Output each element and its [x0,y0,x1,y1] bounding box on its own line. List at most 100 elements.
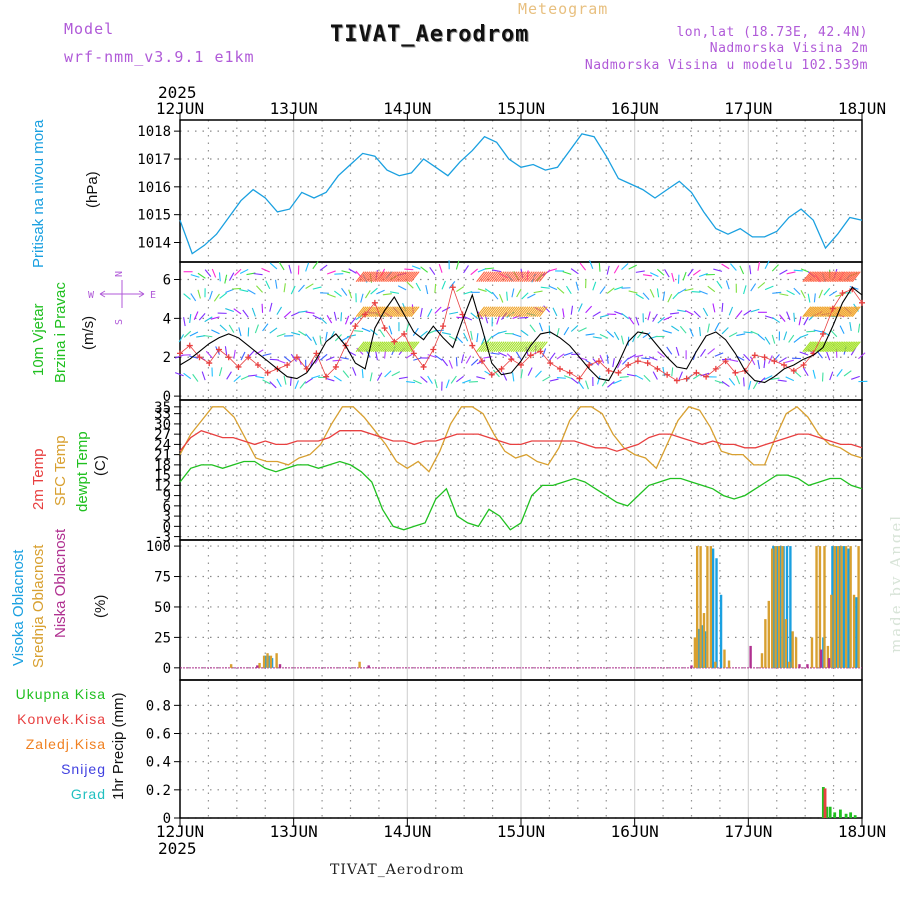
wind-arrow [566,285,572,295]
x-tick-label: 14JUN [383,99,431,118]
wind-arrow [548,268,558,272]
wind-arrow [807,306,817,318]
wind-arrow [728,377,736,386]
wind-arrow [429,267,436,276]
wind-arrow [779,293,789,297]
wind-arrow [305,333,312,341]
wind-arrow [478,271,488,283]
wind-arrow [382,306,392,318]
wind-arrow [382,341,392,353]
wind-arrow [822,341,832,353]
wind-arrow [813,293,816,303]
wind-arrow [721,380,730,387]
wind-arrow [536,271,546,283]
y-tick-label: 50 [154,600,171,616]
wind-arrow [332,359,342,362]
compass-e: E [150,290,156,301]
wind-arrow [376,271,386,283]
wind-arrow [819,306,829,318]
wind-arrow [536,341,546,353]
wind-arrow [667,293,673,303]
wind-arrow [290,353,297,362]
wind-arrow [687,268,694,277]
wind-arrow [312,261,319,270]
wind-arrow [563,351,573,356]
wind-arrow [827,341,837,353]
cloud-low-bar [749,645,752,668]
wind-arrow [274,279,278,289]
wind-arrow [515,341,524,353]
wind-arrow [530,306,540,318]
cloud-mid-bar [826,645,830,668]
wind-arrow [850,341,860,353]
x-tick-label: 15JUN [497,822,545,841]
wind-arrow [319,353,328,361]
wind-arrow [846,341,856,353]
wind-arrow [215,346,220,355]
wind-arrow [851,341,861,353]
wind-arrow [276,333,286,338]
wind-arrow [805,271,815,283]
wind-arrow [562,308,565,318]
wind-arrow [489,271,499,283]
wind-arrow [549,378,559,382]
wind-arrow [614,286,623,291]
precip-total-bar [821,787,825,818]
wind-arrow [305,262,310,272]
compass-w: W [88,290,95,301]
wind-arrow [841,306,851,318]
wind-arrow [419,307,423,317]
wind-arrow [648,356,658,361]
wind-arrow [406,306,416,318]
wind-arrow [512,314,522,320]
wind-arrow [489,306,499,318]
wind-arrow [485,335,493,344]
wind-arrow [255,349,264,355]
cloud-mid-bar [709,546,713,668]
wind-arrow [461,354,465,364]
wind-arrow [290,285,296,295]
wind-arrow [291,311,300,317]
cloud-mid-bar [706,546,709,668]
wind-arrow [805,306,815,318]
wind-arrow [262,353,272,357]
wind-arrow [533,290,543,294]
wind-arrow [799,333,809,339]
legend-freezing-rain: Zaledj.Kisa [25,736,106,752]
wind-arrow [470,268,478,276]
wind-arrow [700,348,706,357]
wind-arrow [838,271,848,283]
wind-arrow [363,271,373,283]
wind-arrow [239,268,249,275]
pressure-label: Pritisak na nivou mora [30,119,47,268]
wind-arrow [821,306,831,318]
wind-arrow [534,370,542,378]
wind-arrow [484,306,494,318]
wind-arrow [375,351,378,361]
wind-arrow [410,271,420,283]
wind-arrow [523,271,533,283]
wind-arrow [254,324,259,334]
wind-arrow [319,264,328,271]
wind-arrow [626,373,636,377]
wind-arrow [211,268,217,278]
wind-arrow [497,271,507,283]
cloud-mid-bar [702,613,706,668]
wind-arrow [502,306,511,318]
wind-arrow [455,260,460,270]
wind-arrow [848,271,858,283]
wind-arrow [361,327,371,333]
wind-arrow [289,376,292,386]
wind-arrow [504,271,514,283]
wind-arrow [228,324,235,333]
wind-arrow [779,314,786,322]
wind-arrow [493,306,503,318]
wind-arrow [470,358,479,366]
legend-hail: Grad [70,786,106,802]
wind-arrow [657,316,665,324]
wind-arrow [512,306,522,318]
wind-arrow [575,281,579,291]
wind-arrow [399,271,409,283]
wind-arrow [197,272,206,279]
wind-arrow [779,269,788,275]
